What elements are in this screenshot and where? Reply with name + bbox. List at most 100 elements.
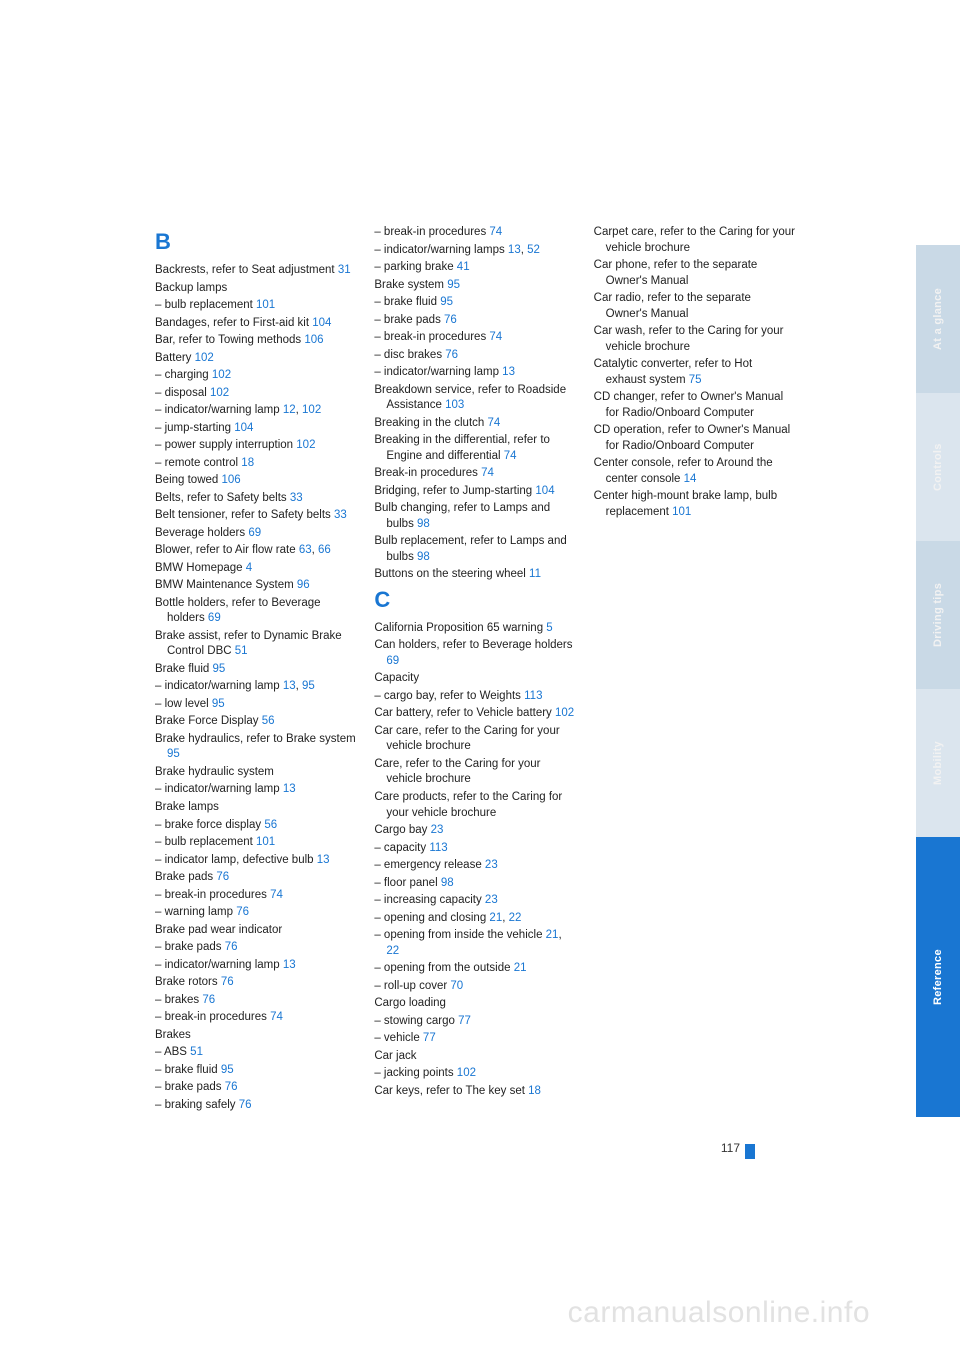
side-tab[interactable]: Controls: [916, 393, 960, 541]
page-link[interactable]: 104: [535, 485, 554, 497]
page-link[interactable]: 18: [528, 1085, 541, 1097]
page-link[interactable]: 13: [508, 244, 521, 256]
page-link[interactable]: 102: [212, 369, 231, 381]
page-link[interactable]: 22: [509, 912, 522, 924]
page-link[interactable]: 76: [239, 1099, 252, 1111]
page-link[interactable]: 4: [246, 562, 252, 574]
side-tab[interactable]: Reference: [916, 837, 960, 1117]
page-link[interactable]: 51: [190, 1046, 203, 1058]
entry-text: – indicator lamp, defective bulb: [155, 854, 317, 866]
page-link[interactable]: 76: [221, 976, 234, 988]
page-link[interactable]: 101: [672, 506, 691, 518]
page-link[interactable]: 23: [431, 824, 444, 836]
page-link[interactable]: 74: [489, 331, 502, 343]
page-link[interactable]: 31: [338, 264, 351, 276]
page-link[interactable]: 74: [487, 417, 500, 429]
index-entry: Center high-mount brake lamp, bulb repla…: [594, 489, 795, 520]
page-link[interactable]: 74: [489, 226, 502, 238]
page-link[interactable]: 14: [684, 473, 697, 485]
page-link[interactable]: 11: [529, 568, 541, 580]
page-link[interactable]: 33: [334, 509, 347, 521]
page-link[interactable]: 13: [317, 854, 330, 866]
page-link[interactable]: 102: [555, 707, 574, 719]
page-link[interactable]: 22: [386, 945, 399, 957]
page-link[interactable]: 76: [236, 906, 249, 918]
page-link[interactable]: 95: [302, 680, 315, 692]
page-link[interactable]: 33: [290, 492, 303, 504]
page-link[interactable]: 51: [235, 645, 248, 657]
page-link[interactable]: 102: [296, 439, 315, 451]
page-link[interactable]: 12: [283, 404, 296, 416]
page-link[interactable]: 76: [225, 941, 238, 953]
page-link[interactable]: 21: [489, 912, 502, 924]
page-link[interactable]: 63: [299, 544, 312, 556]
page-link[interactable]: 113: [429, 842, 447, 854]
page-link[interactable]: 106: [222, 474, 241, 486]
entry-text: – bulb replacement: [155, 836, 256, 848]
index-entry: Brakes: [155, 1028, 356, 1044]
page-link[interactable]: 102: [457, 1067, 476, 1079]
page-link[interactable]: 76: [216, 871, 229, 883]
page-link[interactable]: 70: [450, 980, 463, 992]
page-link[interactable]: 56: [262, 715, 275, 727]
page-link[interactable]: 98: [417, 551, 430, 563]
page-link[interactable]: 95: [167, 748, 180, 760]
page-link[interactable]: 18: [241, 457, 254, 469]
page-link[interactable]: 103: [445, 399, 464, 411]
index-entry: Brake fluid 95: [155, 662, 356, 678]
page-link[interactable]: 13: [283, 783, 296, 795]
page-link[interactable]: 77: [458, 1015, 471, 1027]
page-link[interactable]: 98: [417, 518, 430, 530]
page-link[interactable]: 95: [212, 698, 225, 710]
page-link[interactable]: 23: [485, 859, 498, 871]
page-link[interactable]: 74: [481, 467, 494, 479]
page-link[interactable]: 21: [514, 962, 527, 974]
page-link[interactable]: 69: [248, 527, 261, 539]
page-link[interactable]: 56: [264, 819, 277, 831]
page-link[interactable]: 69: [386, 655, 399, 667]
entry-text: Capacity: [374, 672, 419, 684]
page-link[interactable]: 98: [441, 877, 454, 889]
side-tab[interactable]: Driving tips: [916, 541, 960, 689]
entry-text: – charging: [155, 369, 212, 381]
index-entry: – opening from the outside 21: [374, 961, 575, 977]
page-link[interactable]: 76: [445, 349, 458, 361]
page-link[interactable]: 102: [210, 387, 229, 399]
page-link[interactable]: 52: [527, 244, 540, 256]
page-link[interactable]: 102: [302, 404, 321, 416]
page-link[interactable]: 76: [225, 1081, 238, 1093]
page-link[interactable]: 74: [270, 1011, 283, 1023]
page-link[interactable]: 77: [423, 1032, 436, 1044]
page-link[interactable]: 13: [502, 366, 515, 378]
page-link[interactable]: 69: [208, 612, 221, 624]
page-link[interactable]: 102: [195, 352, 214, 364]
page-link[interactable]: 76: [202, 994, 215, 1006]
page-link[interactable]: 101: [256, 836, 275, 848]
side-tab[interactable]: At a glance: [916, 245, 960, 393]
page-link[interactable]: 74: [504, 450, 517, 462]
page-link[interactable]: 41: [457, 261, 470, 273]
page-link[interactable]: 95: [221, 1064, 234, 1076]
page-link[interactable]: 5: [546, 622, 552, 634]
page-link[interactable]: 101: [256, 299, 275, 311]
page-link[interactable]: 95: [440, 296, 453, 308]
page-link[interactable]: 23: [485, 894, 498, 906]
page-link[interactable]: 96: [297, 579, 310, 591]
page-link[interactable]: 13: [283, 680, 296, 692]
page-link[interactable]: 74: [270, 889, 283, 901]
page-link[interactable]: 95: [447, 279, 460, 291]
page-link[interactable]: 113: [524, 690, 542, 702]
entry-text: CD operation, refer to Owner's Manual fo…: [594, 424, 791, 452]
page-link[interactable]: 95: [213, 663, 226, 675]
page-link[interactable]: 104: [312, 317, 331, 329]
page-link[interactable]: 13: [283, 959, 296, 971]
page-link[interactable]: 21: [546, 929, 559, 941]
page-link[interactable]: 75: [689, 374, 702, 386]
page-link[interactable]: 76: [444, 314, 457, 326]
entry-text: – capacity: [374, 842, 429, 854]
side-tab[interactable]: Mobility: [916, 689, 960, 837]
entry-text: – disposal: [155, 387, 210, 399]
page-link[interactable]: 104: [234, 422, 253, 434]
page-link[interactable]: 106: [304, 334, 323, 346]
page-link[interactable]: 66: [318, 544, 331, 556]
